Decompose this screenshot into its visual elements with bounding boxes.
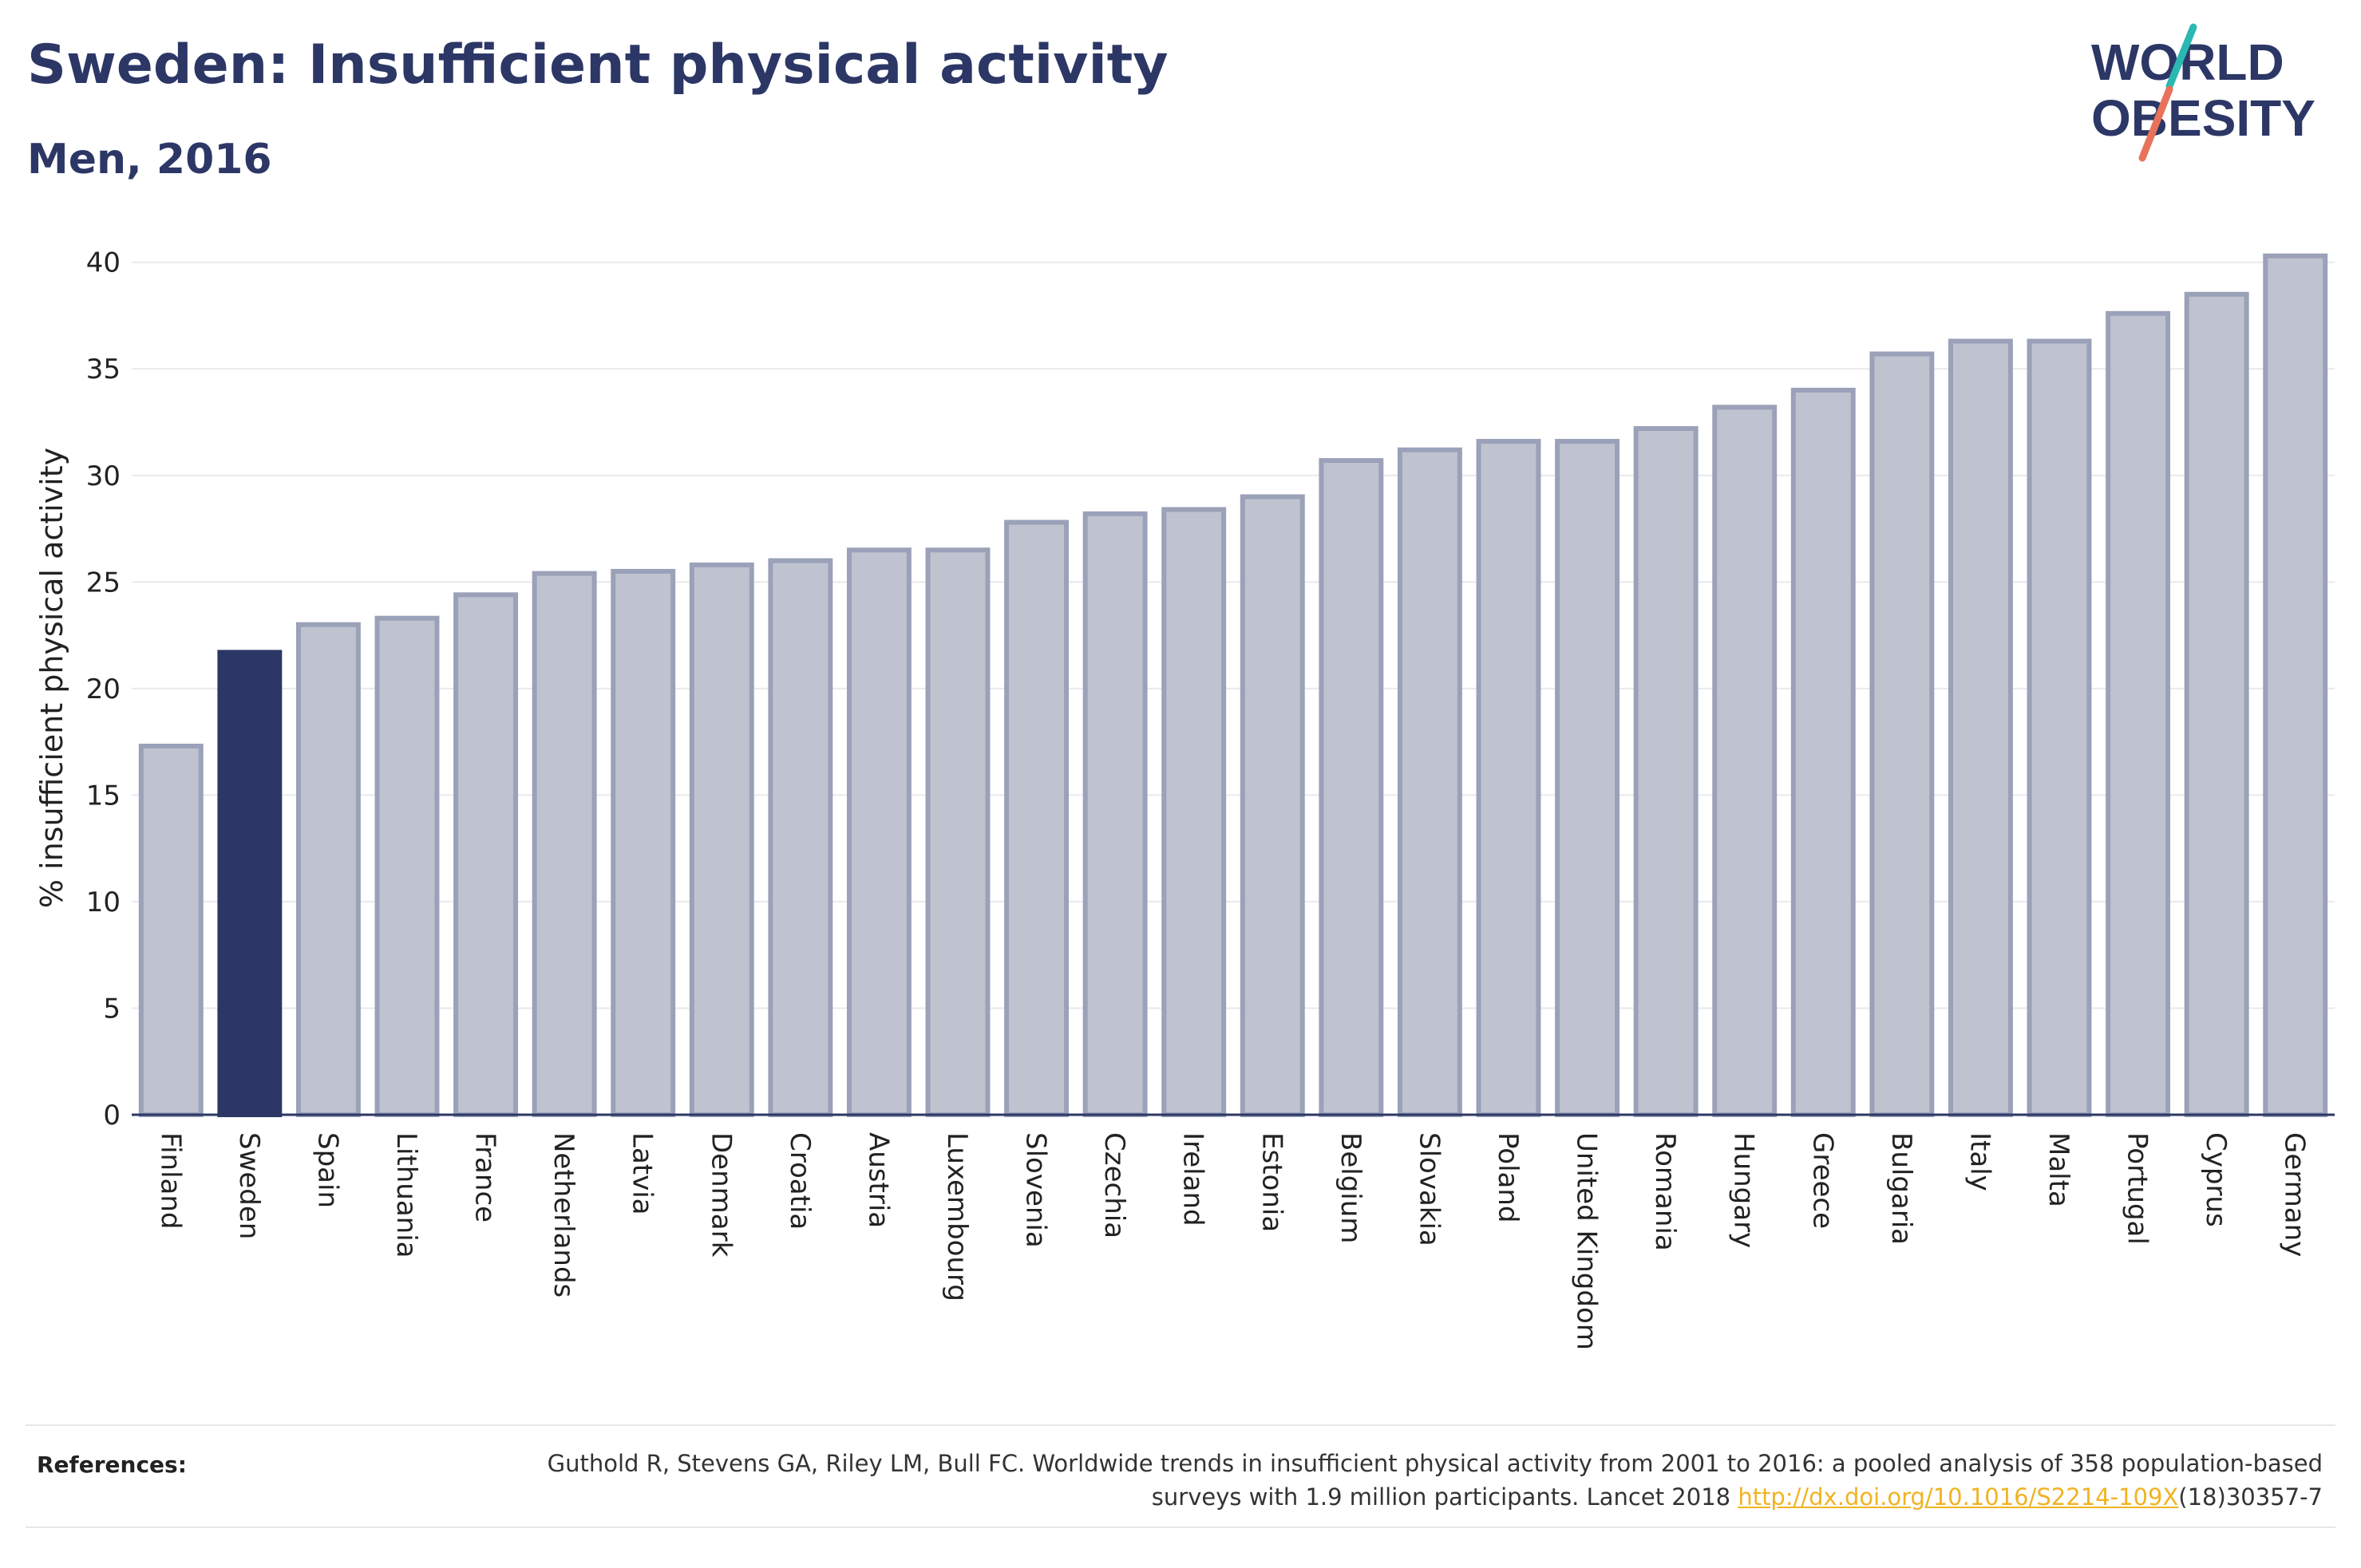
x-tick-label: Estonia <box>1256 1132 1287 1232</box>
bar-cyprus[interactable] <box>2184 291 2249 1117</box>
y-tick-label: 35 <box>86 353 121 385</box>
bar-germany[interactable] <box>2263 253 2328 1118</box>
bar-united-kingdom[interactable] <box>1555 439 1620 1117</box>
x-tick-label: United Kingdom <box>1571 1132 1603 1350</box>
bar-croatia[interactable] <box>768 558 833 1117</box>
bar-romania[interactable] <box>1633 426 1699 1117</box>
x-tick-label: Slovakia <box>1413 1132 1445 1246</box>
y-tick-label: 0 <box>103 1100 121 1132</box>
x-axis-ticks: Finland Sweden Spain Lithuania France Netherl… <box>154 1132 2310 1350</box>
bar-luxembourg[interactable] <box>925 547 991 1117</box>
x-tick-label: Spain <box>311 1132 343 1208</box>
bar-france[interactable] <box>453 592 519 1117</box>
x-tick-label: Portugal <box>2122 1132 2153 1245</box>
bar-slovakia[interactable] <box>1397 447 1462 1117</box>
x-tick-label: Italy <box>1964 1132 1995 1191</box>
y-tick-label: 25 <box>86 567 121 598</box>
references-label: References: <box>37 1451 187 1478</box>
chart-title: Sweden: Insufficient physical activity <box>27 34 1169 97</box>
bar-greece[interactable] <box>1790 387 1856 1117</box>
y-axis-ticks: 0 5 10 15 20 25 30 35 40 <box>86 247 121 1132</box>
bar-chart: 0 5 10 15 20 25 30 35 40 Finland Sweden Spain Lithu… <box>34 247 2335 1350</box>
bar-austria[interactable] <box>846 547 912 1117</box>
reference-citation-suffix: (18)30357-7 <box>2178 1483 2323 1511</box>
references-text: Guthold R, Stevens GA, Riley LM, Bull FC… <box>487 1447 2323 1514</box>
x-tick-label: Germany <box>2279 1132 2311 1257</box>
x-tick-label: Ireland <box>1177 1132 1209 1226</box>
bar-hungary[interactable] <box>1712 405 1778 1117</box>
x-tick-label: Slovenia <box>1020 1132 1052 1248</box>
x-tick-label: Croatia <box>784 1132 816 1230</box>
bar-spain[interactable] <box>295 622 361 1117</box>
bar-latvia[interactable] <box>611 568 676 1117</box>
x-tick-label: Luxembourg <box>941 1132 973 1301</box>
bar-portugal[interactable] <box>2106 310 2171 1117</box>
x-tick-label: Czechia <box>1098 1132 1130 1238</box>
x-tick-label: Lithuania <box>390 1132 422 1258</box>
bar-belgium[interactable] <box>1319 458 1384 1117</box>
chart-subtitle: Men, 2016 <box>27 136 272 184</box>
x-tick-label: Malta <box>2043 1132 2074 1207</box>
logo-slash-teal <box>2165 23 2197 90</box>
y-tick-label: 5 <box>103 993 121 1025</box>
y-tick-label: 15 <box>86 780 121 812</box>
y-tick-label: 20 <box>86 673 121 705</box>
bar-czechia[interactable] <box>1082 511 1148 1117</box>
x-tick-label: Belgium <box>1335 1132 1366 1243</box>
reference-doi-link[interactable]: http://dx.doi.org/10.1016/S2214-109X <box>1738 1483 2179 1511</box>
y-axis-label: % insufficient physical activity <box>34 448 69 908</box>
bar-estonia[interactable] <box>1240 494 1305 1117</box>
x-tick-label: Hungary <box>1728 1132 1760 1248</box>
bar-poland[interactable] <box>1476 439 1541 1117</box>
reference-citation: Guthold R, Stevens GA, Riley LM, Bull FC… <box>547 1450 2323 1511</box>
x-tick-label: Sweden <box>233 1132 265 1239</box>
x-tick-label: Denmark <box>705 1132 737 1258</box>
world-obesity-logo: WORLD OBESITY <box>2091 23 2316 162</box>
bar-italy[interactable] <box>1948 338 2013 1117</box>
x-tick-label: Austria <box>862 1132 894 1228</box>
x-tick-label: France <box>469 1132 501 1222</box>
x-tick-label: Finland <box>154 1132 186 1230</box>
bar-netherlands[interactable] <box>532 571 597 1117</box>
logo-slash-coral <box>2138 85 2173 162</box>
x-tick-label: Romania <box>1649 1132 1681 1251</box>
x-tick-label: Greece <box>1806 1132 1838 1229</box>
bar-lithuania[interactable] <box>374 615 440 1117</box>
x-tick-label: Bulgaria <box>1885 1132 1917 1245</box>
x-tick-label: Netherlands <box>548 1132 579 1297</box>
bars <box>138 253 2328 1118</box>
y-tick-label: 40 <box>86 247 121 279</box>
x-tick-label: Latvia <box>627 1132 658 1215</box>
bar-finland[interactable] <box>138 743 204 1118</box>
bar-bulgaria[interactable] <box>1869 351 1935 1117</box>
references-section: References: Guthold R, Stevens GA, Riley… <box>26 1424 2335 1528</box>
bar-ireland[interactable] <box>1161 507 1227 1117</box>
logo-word-obesity: OBESITY <box>2091 89 2316 147</box>
y-tick-label: 10 <box>86 887 121 918</box>
x-tick-label: Cyprus <box>2200 1132 2232 1227</box>
y-tick-label: 30 <box>86 460 121 492</box>
bar-malta[interactable] <box>2027 338 2092 1117</box>
bar-sweden[interactable] <box>217 650 283 1117</box>
bar-slovenia[interactable] <box>1004 519 1070 1117</box>
bar-denmark[interactable] <box>689 562 754 1117</box>
x-tick-label: Poland <box>1492 1132 1524 1223</box>
